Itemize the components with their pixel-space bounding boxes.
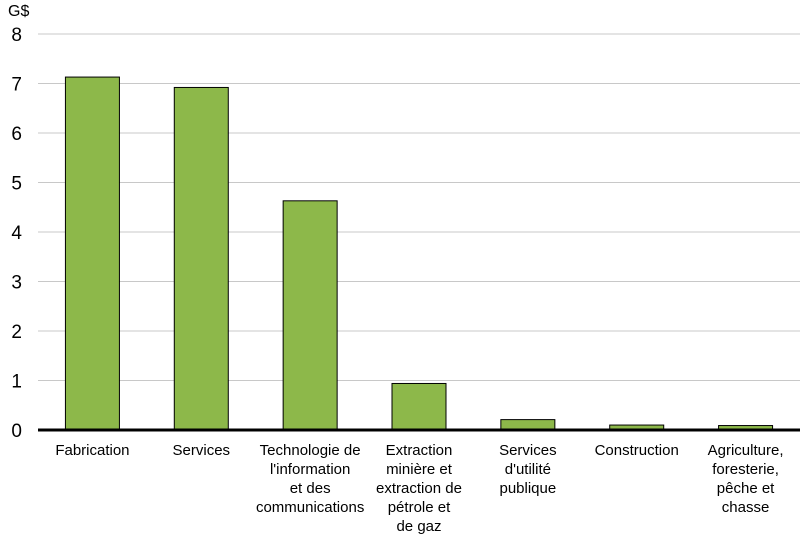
y-tick-label: 3: [11, 273, 22, 294]
y-tick-label: 5: [11, 174, 22, 195]
y-tick-label: 6: [11, 124, 22, 145]
x-category-label-line: Services: [173, 442, 231, 459]
x-category-label-line: Agriculture,: [708, 442, 784, 459]
x-category-label-line: Technologie de: [260, 442, 361, 459]
x-category-label: Extraction minière et extraction de pétrole…: [376, 442, 462, 535]
gridlines: [38, 33, 800, 381]
x-category-label-line: Services: [499, 442, 557, 459]
x-category-label-line: Extraction: [386, 442, 453, 459]
bar: [173, 86, 229, 431]
x-category-label-line: d'utilité: [505, 461, 551, 478]
x-category-label-line: de gaz: [396, 518, 441, 535]
x-category-label: Agriculture, foresterie, pêche et chasse: [708, 442, 784, 516]
x-category-label-line: foresterie,: [712, 461, 779, 478]
y-axis-tick-labels: 0 1 2 3 4 5 6 7 8: [11, 25, 22, 442]
x-category-label-line: pétrole et: [388, 499, 451, 516]
x-category-label-line: et des: [290, 480, 331, 497]
x-category-label: Services d'utilité publique: [499, 442, 557, 497]
x-category-label-line: l'information: [270, 461, 350, 478]
y-tick-label: 2: [11, 322, 22, 343]
y-tick-label: 7: [11, 75, 22, 96]
x-category-label-line: Construction: [595, 442, 679, 459]
x-category-label: Services: [173, 442, 231, 459]
x-category-label-line: publique: [499, 480, 556, 497]
y-tick-label: 1: [11, 372, 22, 393]
x-category-label-line: extraction de: [376, 480, 462, 497]
y-tick-label: 4: [11, 223, 22, 244]
x-category-label-line: pêche et: [717, 480, 775, 497]
x-category-label: Fabrication: [55, 442, 129, 459]
x-category-label: Construction: [595, 442, 679, 459]
x-category-label-line: minière et: [386, 461, 453, 478]
y-tick-label: 8: [11, 25, 22, 46]
bar: [391, 382, 447, 431]
x-category-label: Technologie de l'information et des communi…: [256, 442, 364, 516]
x-category-label-line: Fabrication: [55, 442, 129, 459]
x-category-label-line: communications: [256, 499, 364, 516]
bar: [64, 76, 120, 431]
y-axis-unit-label: G$: [8, 3, 29, 20]
bar: [282, 200, 338, 431]
bar: [500, 419, 556, 431]
x-axis-category-labels: Fabrication Services Technologie de l'infor…: [55, 442, 783, 535]
bars: [64, 76, 774, 431]
y-tick-label: 0: [11, 421, 22, 442]
x-category-label-line: chasse: [722, 499, 770, 516]
